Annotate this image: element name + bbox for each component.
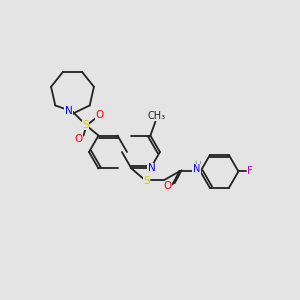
Text: O: O — [74, 134, 83, 143]
Text: N: N — [148, 164, 155, 173]
Text: CH₃: CH₃ — [147, 110, 166, 121]
Text: N: N — [193, 164, 200, 175]
Text: H: H — [194, 161, 201, 170]
Text: O: O — [95, 110, 104, 119]
Text: O: O — [163, 182, 172, 191]
Text: S: S — [82, 119, 89, 130]
Text: N: N — [64, 106, 72, 116]
Text: S: S — [143, 176, 150, 187]
Text: F: F — [248, 167, 253, 176]
